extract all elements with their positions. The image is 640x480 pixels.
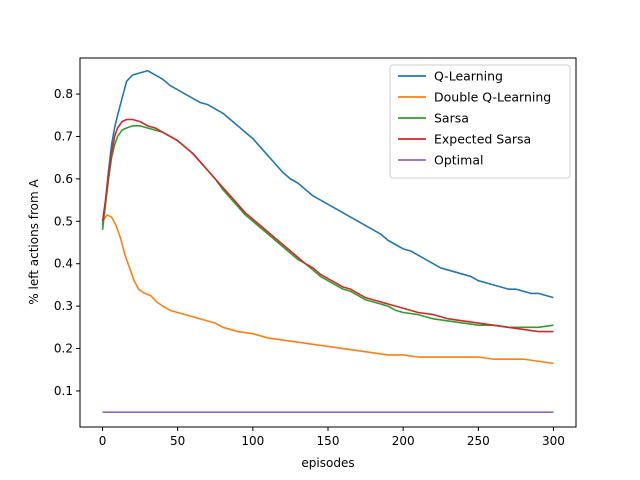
x-tick-label-3: 150 — [317, 434, 340, 448]
series-line-2 — [101, 125, 554, 329]
legend-label-2: Sarsa — [434, 111, 469, 126]
legend-label-0: Q-Learning — [434, 69, 503, 84]
x-axis-ticks: 0 50 100 150 200 250 300 — [99, 427, 565, 448]
y-tick-label-2: 0.3 — [54, 299, 73, 313]
x-tick-label-2: 100 — [241, 434, 264, 448]
y-axis-ticks: 0.1 0.2 0.3 0.4 0.5 0.6 0.7 0.8 — [54, 87, 80, 398]
y-tick-label-5: 0.6 — [54, 172, 73, 186]
legend-label-3: Expected Sarsa — [434, 132, 531, 147]
series-layer — [101, 69, 554, 413]
x-tick-label-0: 0 — [99, 434, 107, 448]
x-tick-label-5: 250 — [467, 434, 490, 448]
y-axis-label: % left actions from A — [27, 179, 41, 305]
series-line-3 — [101, 118, 554, 333]
legend: Q-Learning Double Q-Learning Sarsa Expected… — [389, 64, 571, 179]
legend-box — [389, 64, 571, 179]
legend-label-1: Double Q-Learning — [434, 90, 551, 105]
series-line-1 — [101, 214, 554, 365]
y-tick-label-6: 0.7 — [54, 129, 73, 143]
x-tick-label-1: 50 — [170, 434, 185, 448]
y-tick-label-0: 0.1 — [54, 384, 73, 398]
y-tick-label-7: 0.8 — [54, 87, 73, 101]
y-tick-label-4: 0.5 — [54, 214, 73, 228]
x-axis-label: episodes — [301, 456, 354, 470]
x-tick-label-6: 300 — [542, 434, 565, 448]
y-tick-label-1: 0.2 — [54, 342, 73, 356]
legend-label-4: Optimal — [434, 153, 483, 168]
x-tick-label-4: 200 — [392, 434, 415, 448]
y-tick-label-3: 0.4 — [54, 257, 73, 271]
series-line-0 — [101, 69, 554, 299]
